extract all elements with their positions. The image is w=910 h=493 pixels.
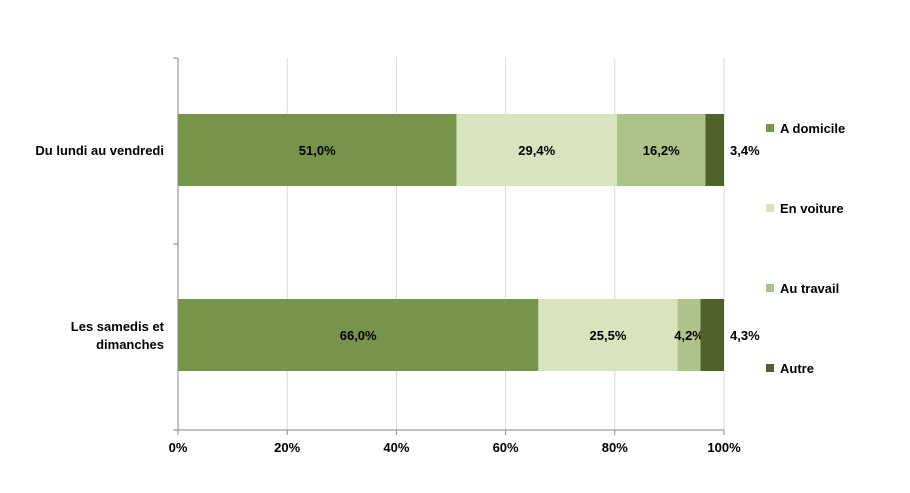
bar-segment [677, 299, 701, 371]
legend-swatch [766, 124, 774, 132]
category-label: Du lundi au vendredi [35, 143, 164, 158]
data-label: 51,0% [299, 143, 336, 158]
x-tick-label: 0% [169, 440, 188, 455]
legend-label: En voiture [780, 201, 844, 216]
bar-segment [700, 299, 724, 371]
x-tick-label: 40% [383, 440, 409, 455]
bar-segment [705, 114, 724, 186]
data-label: 25,5% [590, 328, 627, 343]
category-label: Les samedis et dimanches [71, 319, 165, 352]
x-tick-label: 80% [602, 440, 628, 455]
bars: 51,0% 29,4% 16,2% 3,4% 66,0% 25,5% 4,2% 4,3% [178, 114, 760, 371]
bar-segment [456, 114, 617, 186]
bar-segment [178, 114, 457, 186]
x-tick-label: 20% [274, 440, 300, 455]
bar-segment [178, 299, 539, 371]
legend: A domicile En voiture Au travail Autre [766, 121, 845, 376]
bar-segment [538, 299, 678, 371]
legend-label: A domicile [780, 121, 845, 136]
gridlines [286, 58, 725, 430]
data-label: 4,3% [730, 328, 760, 343]
data-label: 29,4% [518, 143, 555, 158]
legend-swatch [766, 204, 774, 212]
legend-label: Autre [780, 361, 814, 376]
bar-segment [616, 114, 706, 186]
legend-label: Au travail [780, 281, 839, 296]
x-tick-label: 60% [493, 440, 519, 455]
data-label: 16,2% [643, 143, 680, 158]
x-tick-label: 100% [707, 440, 741, 455]
data-label: 4,2% [674, 328, 704, 343]
data-label: 66,0% [340, 328, 377, 343]
legend-swatch [766, 364, 774, 372]
data-label: 3,4% [730, 143, 760, 158]
axes: 0% 20% 40% 60% 80% 100% Du lundi au vendredi Le… [35, 57, 741, 455]
legend-swatch [766, 284, 774, 292]
